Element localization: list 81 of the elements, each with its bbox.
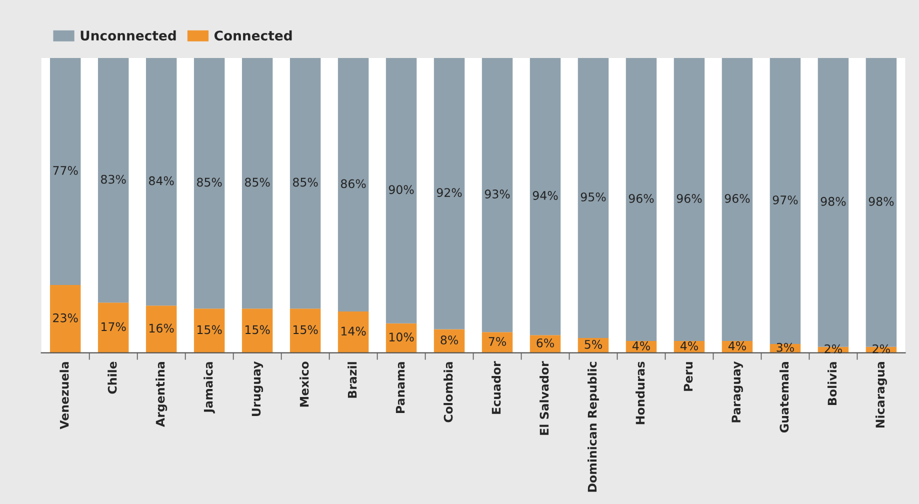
data-label: 15% xyxy=(198,325,222,334)
bar xyxy=(98,302,129,353)
data-label: 7% xyxy=(488,336,506,346)
data-label: 2% xyxy=(824,344,842,354)
data-label: 95% xyxy=(580,192,606,202)
data-label: 8% xyxy=(440,336,458,344)
data-label: 83% xyxy=(101,174,126,184)
data-label: 4% xyxy=(728,341,746,350)
data-label: 97% xyxy=(772,195,798,204)
x-tick-label: Paraguay xyxy=(732,361,743,422)
x-tick-label: Uruguay xyxy=(252,361,264,416)
data-label: 10% xyxy=(389,332,414,342)
bar xyxy=(482,58,513,332)
bar xyxy=(578,58,609,338)
data-label: 92% xyxy=(436,188,462,198)
data-label: 16% xyxy=(150,324,174,333)
data-label: 98% xyxy=(820,196,846,206)
data-label: 96% xyxy=(628,194,654,203)
data-label: 85% xyxy=(245,178,270,187)
data-label: 96% xyxy=(676,194,702,203)
bar xyxy=(98,58,129,303)
data-label: 90% xyxy=(388,185,414,194)
bar xyxy=(434,58,465,330)
bar xyxy=(626,58,657,342)
bar xyxy=(290,308,321,353)
x-tick-label: Honduras xyxy=(636,362,645,424)
bar xyxy=(290,58,321,309)
data-label: 6% xyxy=(536,338,554,348)
data-label: 4% xyxy=(680,341,698,350)
x-tick-label: Dominican Republic xyxy=(588,362,599,492)
data-label: 15% xyxy=(293,325,318,334)
data-label: 85% xyxy=(292,178,318,187)
x-tick-label: Argentina xyxy=(156,362,168,427)
bar xyxy=(722,58,753,342)
bar xyxy=(386,58,417,324)
x-tick-label: Chile xyxy=(108,362,117,394)
x-tick-label: Panama xyxy=(396,362,405,413)
x-tick-label: Venezuela xyxy=(60,362,69,430)
data-label: 5% xyxy=(584,340,602,349)
bar xyxy=(146,306,177,353)
x-tick-label: Ecuador xyxy=(492,361,501,414)
bar xyxy=(338,312,369,353)
data-label: 86% xyxy=(340,179,366,188)
data-label: 96% xyxy=(724,194,750,203)
x-tick-label: Guatemala xyxy=(780,362,789,433)
bar xyxy=(770,58,801,344)
bar xyxy=(482,332,513,353)
x-tick-label: El Salvador xyxy=(540,361,549,435)
data-label: 77% xyxy=(53,166,78,175)
data-label: 17% xyxy=(102,322,126,332)
legend-label: Unconnected xyxy=(80,30,176,41)
data-label: 15% xyxy=(245,325,270,334)
bar xyxy=(338,58,369,312)
bar xyxy=(242,58,273,309)
data-label: 94% xyxy=(532,191,558,200)
x-tick-label: Brazil xyxy=(348,362,357,398)
bar xyxy=(530,58,561,336)
x-tick-label: Mexico xyxy=(300,362,309,407)
bar xyxy=(50,58,81,285)
data-label: 93% xyxy=(484,190,510,198)
legend-label: Connected xyxy=(214,30,292,41)
data-label: 2% xyxy=(872,344,890,354)
x-tick-label: Colombia xyxy=(444,362,453,422)
x-tick-label: Jamaica xyxy=(204,362,215,414)
bar xyxy=(674,58,705,342)
bar xyxy=(434,329,465,353)
data-label: 4% xyxy=(632,341,650,350)
x-tick-label: Nicaragua xyxy=(875,362,887,428)
bar xyxy=(146,58,177,306)
x-tick-label: Bolivia xyxy=(828,362,837,405)
bar xyxy=(194,308,225,353)
data-label: 14% xyxy=(341,326,366,336)
x-tick-label: Peru xyxy=(684,362,693,391)
data-label: 85% xyxy=(197,178,222,187)
bar xyxy=(194,58,225,309)
data-label: 23% xyxy=(53,313,78,322)
data-label: 84% xyxy=(149,176,174,186)
data-label: 98% xyxy=(868,196,894,206)
bar xyxy=(242,308,273,353)
bar xyxy=(50,284,81,353)
data-label: 3% xyxy=(776,342,794,352)
